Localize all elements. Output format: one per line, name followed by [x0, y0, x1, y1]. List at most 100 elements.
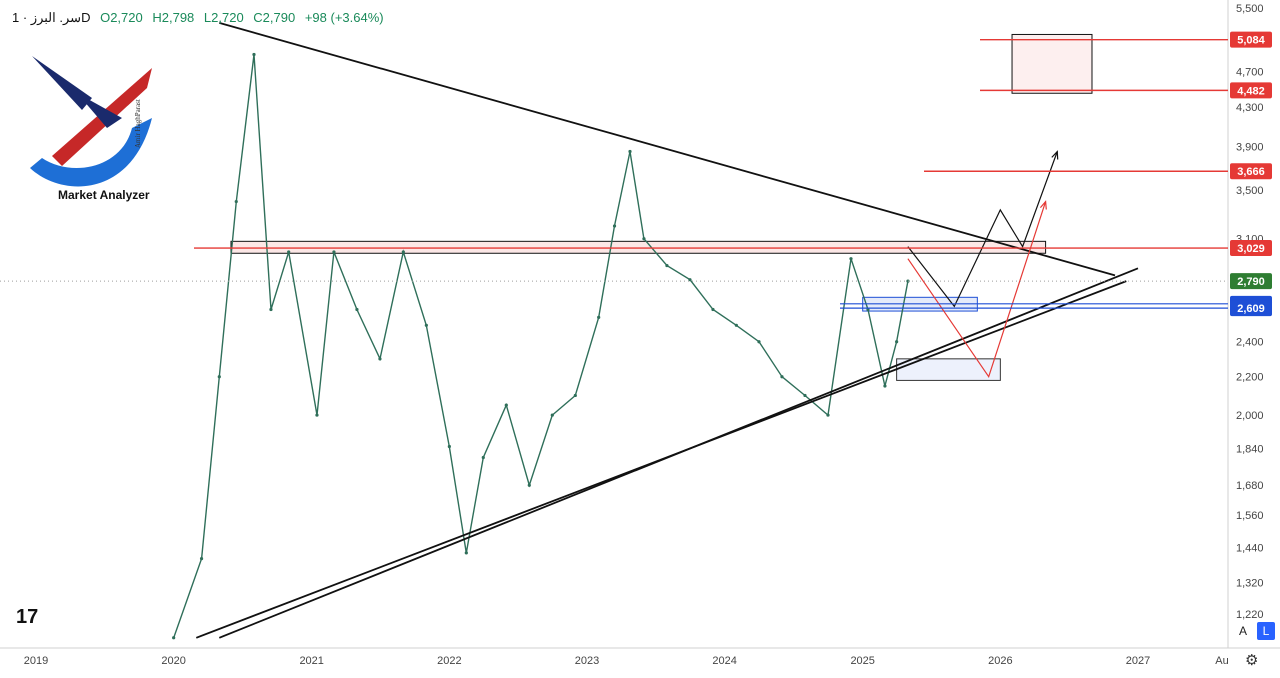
price-label-text: 4,482 — [1237, 85, 1265, 97]
projected-path-red — [907, 201, 1047, 379]
x-tick-label: 2020 — [161, 655, 185, 667]
y-tick-label: 1,560 — [1236, 510, 1264, 522]
logo-small-text: Amir HaghParast — [134, 99, 142, 148]
price-point — [665, 263, 669, 268]
price-point — [217, 375, 221, 379]
price-point — [642, 237, 646, 241]
price-point — [424, 323, 428, 327]
y-tick-label: 1,220 — [1236, 609, 1264, 621]
ohlc-high: H2,798 — [152, 10, 195, 25]
price-point — [780, 375, 784, 379]
market-analyzer-logo: Amir HaghParast — [30, 56, 152, 187]
price-point — [401, 250, 405, 254]
zones-layer — [230, 33, 1093, 381]
price-label-text: 2,609 — [1237, 303, 1265, 315]
price-label-box — [1230, 82, 1272, 99]
price-label-text: 3,029 — [1237, 243, 1265, 255]
price-point — [464, 551, 468, 555]
price-point — [612, 224, 617, 228]
support-zone-2 — [896, 358, 1001, 381]
price-point — [734, 323, 738, 327]
x-tick-label: 2025 — [850, 655, 874, 667]
symbol-header: سر. البرز · 1D O2,720 H2,798 L2,720 C2,7… — [12, 10, 384, 26]
y-tick-label: 1,680 — [1236, 480, 1264, 492]
projected-path-black-arrowhead — [1051, 150, 1059, 160]
logo-text: Market Analyzer — [58, 188, 150, 202]
price-label-box — [1230, 240, 1272, 257]
target-zone — [1011, 33, 1093, 94]
ohlc-close: C2,790 — [253, 10, 296, 25]
price-point — [199, 557, 204, 561]
price-point — [550, 413, 554, 417]
y-tick-label: 4,700 — [1236, 66, 1264, 78]
ascending-trendline-2 — [218, 267, 1139, 639]
price-point — [252, 52, 256, 57]
price-line — [173, 54, 909, 639]
price-point — [826, 413, 830, 417]
x-tick-label: 2026 — [988, 655, 1012, 667]
projected-path-red-arrowhead — [1039, 200, 1047, 210]
price-point — [378, 357, 382, 361]
price-point — [527, 483, 531, 487]
price-point — [355, 307, 359, 312]
price-point — [883, 384, 887, 388]
price-point — [711, 307, 715, 312]
interval[interactable]: · 1D — [12, 10, 91, 25]
y-tick-label: 3,500 — [1236, 185, 1264, 197]
y-tick-label: 2,000 — [1236, 410, 1264, 422]
x-tick-label: Au — [1215, 655, 1228, 667]
gear-icon[interactable]: ⚙ — [1245, 652, 1259, 669]
symbol-name: سر. البرز — [30, 10, 82, 25]
auto-scale-button[interactable]: A — [1238, 624, 1247, 638]
price-label-text: 2,790 — [1237, 276, 1265, 288]
x-tick-label: 2023 — [575, 655, 599, 667]
x-tick-label: 2024 — [712, 655, 736, 667]
price-point — [504, 403, 508, 407]
price-point — [332, 250, 336, 254]
price-label-text: 3,666 — [1237, 166, 1265, 178]
price-label-box — [1230, 300, 1272, 317]
x-tick-label: 2019 — [24, 655, 48, 667]
price-label-box — [1230, 273, 1272, 290]
log-scale-button[interactable]: L — [1257, 622, 1275, 640]
y-tick-label: 5,500 — [1236, 3, 1264, 15]
price-point — [895, 340, 899, 344]
y-tick-label: 2,200 — [1236, 372, 1264, 384]
y-tick-label: 1,440 — [1236, 542, 1264, 554]
price-point — [315, 413, 319, 417]
price-label-box — [1230, 31, 1272, 48]
price-point — [447, 444, 451, 449]
price-series-layer — [172, 52, 910, 640]
x-tick-label: 2027 — [1126, 655, 1150, 667]
x-tick-label: 2022 — [437, 655, 461, 667]
price-label-box — [1230, 163, 1272, 180]
ohlc-open: O2,720 — [100, 10, 143, 25]
ohlc-change: +98 (+3.64%) — [304, 10, 384, 25]
price-point — [573, 393, 577, 398]
price-point — [597, 315, 601, 319]
descending-trendline — [219, 22, 1116, 277]
y-tick-label: 2,400 — [1236, 337, 1264, 349]
drawings-layer — [195, 22, 1139, 639]
price-point — [234, 199, 238, 204]
x-tick-label: 2021 — [299, 655, 323, 667]
ohlc-low: L2,720 — [203, 10, 244, 25]
price-point — [906, 279, 910, 283]
price-point — [688, 278, 692, 282]
y-tick-label: 4,300 — [1236, 102, 1264, 114]
tradingview-icon[interactable]: 17 — [16, 606, 39, 628]
y-tick-label: 1,840 — [1236, 444, 1264, 456]
resistance-zone — [230, 240, 1047, 254]
price-point — [849, 257, 853, 261]
price-point — [269, 307, 273, 312]
price-point — [628, 149, 632, 154]
price-point — [757, 340, 761, 344]
price-label-text: 5,084 — [1237, 35, 1265, 47]
price-point — [803, 393, 807, 398]
projected-path-black — [907, 151, 1058, 308]
price-point — [481, 455, 485, 460]
price-point — [172, 636, 176, 640]
